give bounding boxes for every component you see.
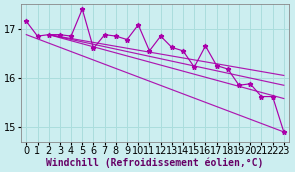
X-axis label: Windchill (Refroidissement éolien,°C): Windchill (Refroidissement éolien,°C)	[46, 157, 264, 168]
